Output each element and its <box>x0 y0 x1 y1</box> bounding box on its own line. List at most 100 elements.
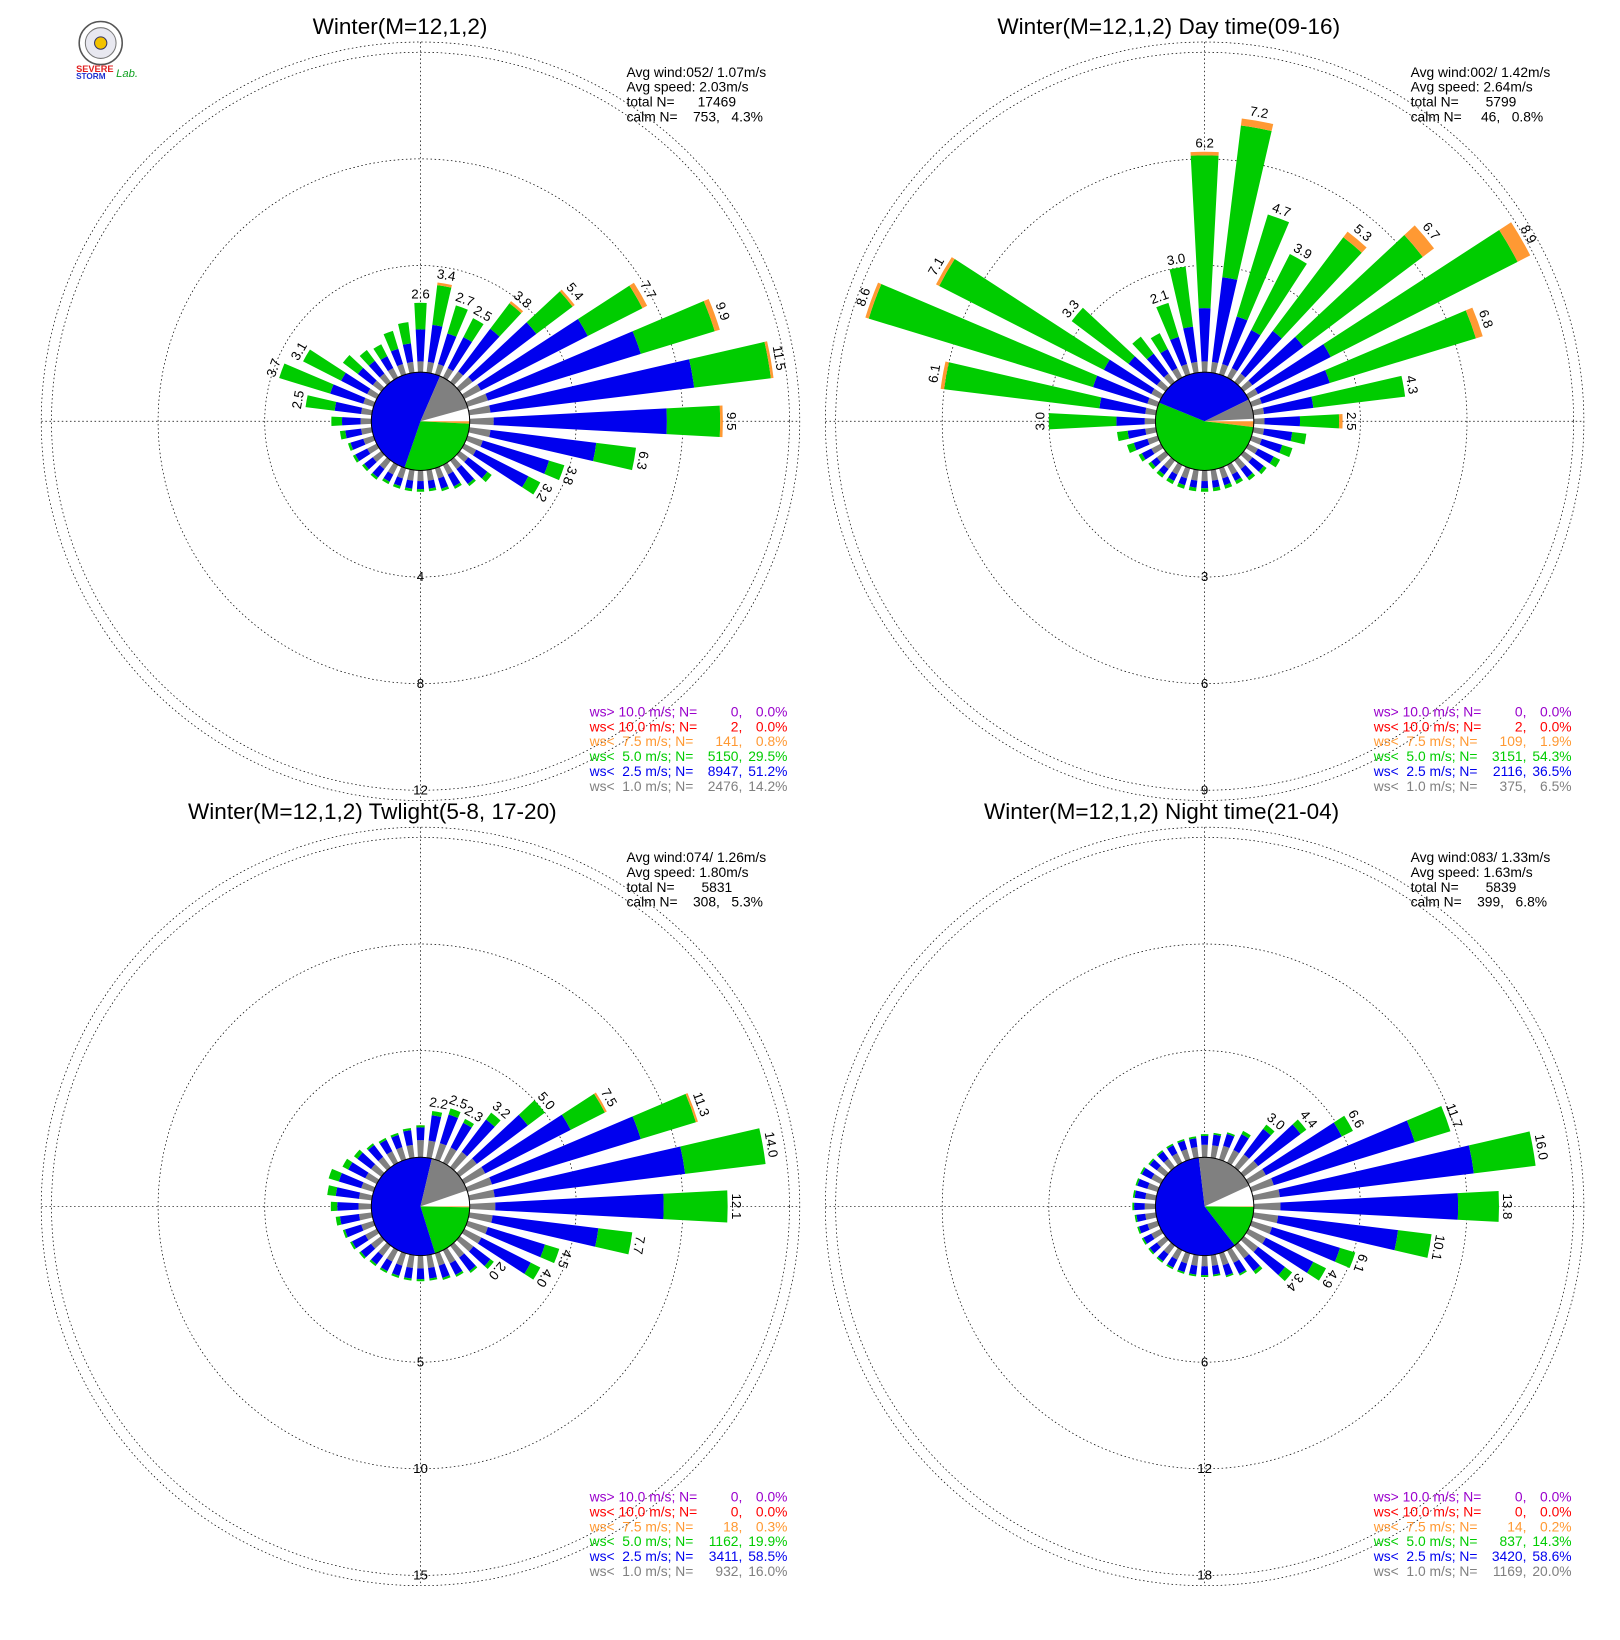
petal-segment <box>1141 1237 1147 1245</box>
petal-segment <box>1234 457 1246 470</box>
petal-segment <box>469 417 494 426</box>
petal-label: 4.7 <box>1270 200 1293 220</box>
petal-segment <box>1243 1254 1260 1272</box>
petal-segment <box>1201 361 1208 373</box>
petal-segment <box>1249 1220 1273 1234</box>
legend-count: 2476, <box>708 778 743 794</box>
petal-label: 9.9 <box>713 300 733 323</box>
petal-segment <box>456 1236 474 1252</box>
petal-segment <box>415 329 426 362</box>
petal-segment <box>404 1266 413 1279</box>
petal-segment <box>1183 326 1198 363</box>
petal-segment <box>1163 373 1176 386</box>
petal-segment <box>1167 1256 1178 1268</box>
petal-segment <box>1234 1154 1250 1171</box>
petal-segment <box>1226 367 1238 381</box>
petal-segment <box>379 373 391 386</box>
petal-segment <box>397 466 407 479</box>
petal-segment <box>689 341 771 388</box>
petal-segment <box>1234 373 1246 386</box>
petal-label: 2.5 <box>289 389 307 410</box>
petal-segment <box>472 449 529 488</box>
petal-segment <box>387 462 399 475</box>
pie-wedge <box>1204 421 1254 428</box>
info-line: Avg speed: 1.63m/s <box>1411 864 1533 880</box>
petal-segment <box>469 1202 496 1211</box>
petal-segment <box>1240 1160 1259 1177</box>
petal-label: 2.5 <box>447 1092 470 1112</box>
petal-segment <box>1137 1226 1142 1234</box>
petal-segment <box>1181 466 1191 479</box>
petal-segment <box>1226 1132 1235 1137</box>
petal-segment <box>481 1114 571 1174</box>
petal-label: 16.0 <box>1532 1133 1551 1161</box>
petal-segment <box>417 470 424 482</box>
legend-percent: 0.0% <box>756 703 788 719</box>
petal-segment <box>1141 1168 1155 1180</box>
petal-segment <box>347 442 354 451</box>
info-line: Avg wind:052/ 1.07m/s <box>627 64 767 80</box>
legend-percent: 58.6% <box>1532 1548 1571 1564</box>
petal-label: 9.5 <box>724 412 739 431</box>
petal-segment <box>429 1277 438 1281</box>
petal-segment <box>1190 155 1219 309</box>
petal-segment <box>1191 1147 1199 1159</box>
petal-segment <box>1499 222 1531 262</box>
petal-segment <box>1141 448 1155 460</box>
petal-segment <box>1262 396 1314 414</box>
petal-segment <box>632 301 715 354</box>
petal-segment <box>365 1172 380 1185</box>
petal-segment <box>1170 336 1188 367</box>
petal-segment <box>632 1093 696 1140</box>
petal-label: 3.0 <box>1166 250 1187 268</box>
ring-tick-label: 18 <box>1197 1568 1212 1583</box>
petal-segment <box>1168 471 1178 481</box>
petal-segment <box>1163 1158 1176 1171</box>
petal-label: 10.1 <box>1429 1234 1448 1262</box>
petal-segment <box>434 364 444 376</box>
petal-segment <box>559 289 575 307</box>
petal-segment <box>1201 1255 1208 1267</box>
petal-segment <box>1295 235 1423 347</box>
petal-label: 11.5 <box>770 344 789 371</box>
logo: SEVERE STORM Lab. <box>76 20 138 81</box>
petal-segment <box>360 418 372 425</box>
windrose-panel: 4 8 12 Winter(M=12,1,2) Avg wind:052/ 1.07m/… <box>40 14 801 801</box>
petal-segment <box>1325 310 1476 383</box>
petal-label: 3.7 <box>263 357 283 380</box>
ring-grid <box>51 837 790 1576</box>
petal-segment <box>865 282 882 319</box>
petal-segment <box>1147 397 1160 407</box>
petal-segment <box>367 443 380 454</box>
petal-segment <box>485 1227 546 1258</box>
petal-segment <box>1099 397 1147 414</box>
legend-count: 1169, <box>1493 1563 1527 1579</box>
petal-segment <box>465 1177 493 1193</box>
petal-segment <box>594 1092 607 1113</box>
petal-segment <box>450 371 464 386</box>
petal-segment <box>447 471 461 487</box>
petal-segment <box>380 1258 393 1272</box>
petal-segment <box>1222 316 1248 367</box>
petal-segment <box>1279 445 1293 458</box>
petal-segment <box>1172 1247 1183 1260</box>
petal-segment <box>350 438 366 450</box>
petal-segment <box>383 471 394 482</box>
windrose-panel: 6 12 18 Winter(M=12,1,2) Night time(21-04) A… <box>825 799 1585 1587</box>
legend-percent: 0.0% <box>756 1489 788 1505</box>
petal-segment <box>1132 1190 1136 1198</box>
petal-segment <box>491 1215 599 1247</box>
info-line: total N= 5799 <box>1411 94 1517 110</box>
petal-segment <box>1264 416 1301 427</box>
petal-segment <box>1210 361 1219 374</box>
pie-wedge <box>420 1206 470 1208</box>
petal-label: 6.1 <box>925 363 943 384</box>
petal-segment <box>1191 361 1199 374</box>
logo-text: STORM <box>76 72 106 81</box>
petal-segment <box>493 1146 686 1198</box>
legend-percent: 0.3% <box>756 1518 788 1534</box>
legend-percent: 19.9% <box>748 1533 787 1549</box>
petal-segment <box>939 259 1110 370</box>
petal-segment <box>352 454 360 463</box>
legend-count: 375, <box>1500 778 1527 794</box>
